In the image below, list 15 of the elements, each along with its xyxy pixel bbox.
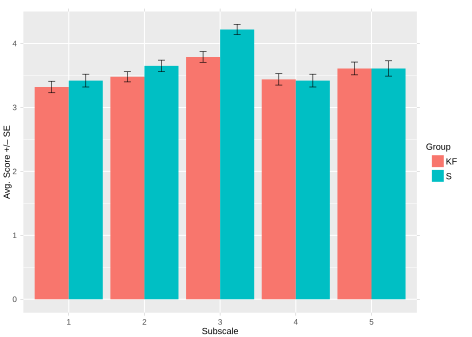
bar bbox=[186, 56, 220, 300]
y-axis-title: Avg. Score +/– SE bbox=[3, 125, 12, 199]
bar bbox=[371, 68, 406, 300]
bar bbox=[110, 76, 144, 300]
bar bbox=[144, 66, 178, 300]
legend-title: Group bbox=[426, 143, 450, 152]
bar bbox=[337, 68, 372, 300]
legend-label: KF bbox=[446, 158, 457, 164]
bar bbox=[68, 80, 103, 300]
legend-label: S bbox=[446, 172, 452, 180]
bar bbox=[296, 80, 330, 300]
x-axis-title: Subscale bbox=[202, 327, 238, 334]
bar bbox=[220, 29, 254, 300]
bar bbox=[34, 86, 69, 300]
bar bbox=[262, 79, 296, 300]
